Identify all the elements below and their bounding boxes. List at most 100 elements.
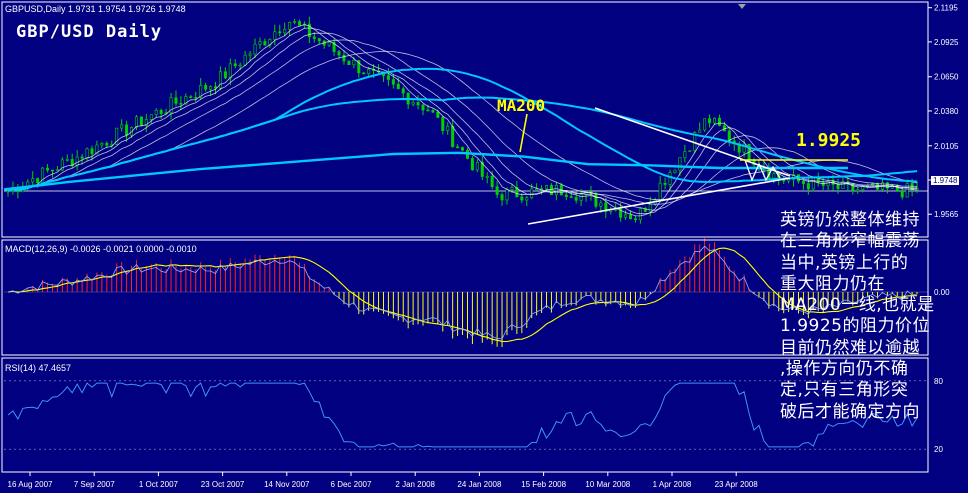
rsi-pane	[4, 380, 928, 450]
ma200-label: MA200	[497, 96, 546, 115]
candle-body	[811, 177, 815, 190]
candle-body	[678, 157, 682, 171]
candle-body	[396, 83, 400, 90]
candle-body	[125, 124, 129, 136]
candle-body	[90, 148, 94, 155]
candle-body	[307, 23, 311, 38]
candle-body	[579, 194, 583, 201]
candle-body	[703, 118, 707, 131]
candle-body	[772, 173, 776, 179]
date-tick-label: 1 Oct 2007	[139, 480, 179, 489]
candle-body	[648, 203, 652, 212]
candle-body	[663, 182, 667, 185]
candle-body	[218, 71, 222, 89]
macd-pane	[4, 238, 928, 347]
candle-body	[233, 63, 237, 67]
date-tick-label: 23 Apr 2008	[715, 480, 759, 489]
price-tick-label: 2.0650	[934, 73, 959, 82]
candle-body	[861, 186, 865, 191]
candle-body	[569, 196, 573, 198]
macd-header: MACD(12,26,9) -0.0026 -0.0021 0.0000 -0.…	[5, 244, 197, 254]
candle-body	[85, 148, 89, 159]
candle-body	[253, 43, 257, 55]
ma-line-8	[7, 27, 918, 215]
candle-body	[159, 109, 163, 114]
candle-body	[31, 178, 35, 183]
candle-body	[342, 54, 346, 62]
candle-body	[60, 159, 64, 171]
candle-body	[629, 214, 633, 220]
date-tick-label: 10 Mar 2008	[585, 480, 630, 489]
candle-body	[416, 102, 420, 106]
macd-zero-label: 0.00	[934, 288, 950, 297]
candle-body	[717, 117, 721, 126]
candle-body	[688, 150, 692, 153]
candle-body	[624, 214, 628, 218]
candle-body	[594, 193, 598, 207]
candle-body	[836, 184, 840, 189]
candle-body	[787, 179, 791, 182]
date-tick-label: 16 Aug 2007	[8, 480, 53, 489]
candle-body	[391, 79, 395, 85]
date-tick-label: 1 Apr 2008	[653, 480, 692, 489]
candle-body	[505, 189, 509, 201]
rsi-line	[7, 382, 918, 448]
candle-body	[312, 36, 316, 39]
candle-body	[278, 31, 282, 34]
candle-body	[515, 187, 519, 198]
candle-body	[564, 194, 568, 197]
price-pane-border	[1, 1, 929, 238]
candle-body	[490, 175, 494, 187]
candle-body	[199, 85, 203, 98]
candle-body	[273, 31, 277, 40]
candle-body	[95, 144, 99, 155]
candle-body	[545, 185, 549, 190]
commentary-text: 英镑仍然整体维持 在三角形窄幅震荡 当中,英镑上行的 重大阻力仍在 MA200一…	[780, 210, 935, 422]
candle-body	[727, 130, 731, 142]
candle-body	[401, 88, 405, 94]
date-tick-label: 15 Feb 2008	[521, 480, 566, 489]
candle-body	[712, 117, 716, 124]
candle-body	[801, 180, 805, 184]
date-tick-label: 23 Oct 2007	[201, 480, 245, 489]
triangle-zigzag	[744, 159, 781, 182]
candle-body	[115, 127, 119, 145]
candle-body	[599, 202, 603, 207]
macd-main-line	[7, 245, 918, 340]
candle-body	[293, 21, 297, 23]
candle-body	[337, 51, 341, 56]
triangle-upper-line	[594, 107, 791, 177]
candle-body	[50, 169, 54, 172]
candle-body	[411, 102, 415, 105]
date-tick-label: 2 Jan 2008	[395, 480, 435, 489]
candle-body	[263, 41, 267, 46]
rsi-pane-border	[1, 357, 929, 473]
candle-body	[520, 196, 524, 201]
candle-body	[214, 86, 218, 89]
price-tick-label: 1.9565	[934, 210, 959, 219]
candle-body	[228, 63, 232, 79]
candle-body	[441, 117, 445, 131]
candle-body	[673, 169, 677, 173]
ma200-line	[3, 151, 848, 191]
chart-title: GBP/USD Daily	[16, 22, 163, 42]
candle-body	[742, 143, 746, 153]
candle-body	[139, 116, 143, 126]
candle-body	[327, 42, 331, 46]
date-tick-label: 6 Dec 2007	[331, 480, 372, 489]
candle-body	[485, 175, 489, 178]
candle-body	[470, 158, 474, 171]
candle-body	[120, 124, 124, 129]
price-tick-label: 2.0105	[934, 142, 959, 151]
candle-body	[209, 86, 213, 90]
candle-body	[658, 182, 662, 201]
candle-body	[905, 183, 909, 198]
candle-body	[451, 125, 455, 148]
ma-line-89	[7, 96, 918, 192]
candle-body	[184, 96, 188, 105]
candle-body	[668, 172, 672, 185]
candle-body	[806, 183, 810, 190]
rsi-level-label: 80	[934, 377, 943, 386]
candle-body	[238, 64, 242, 67]
